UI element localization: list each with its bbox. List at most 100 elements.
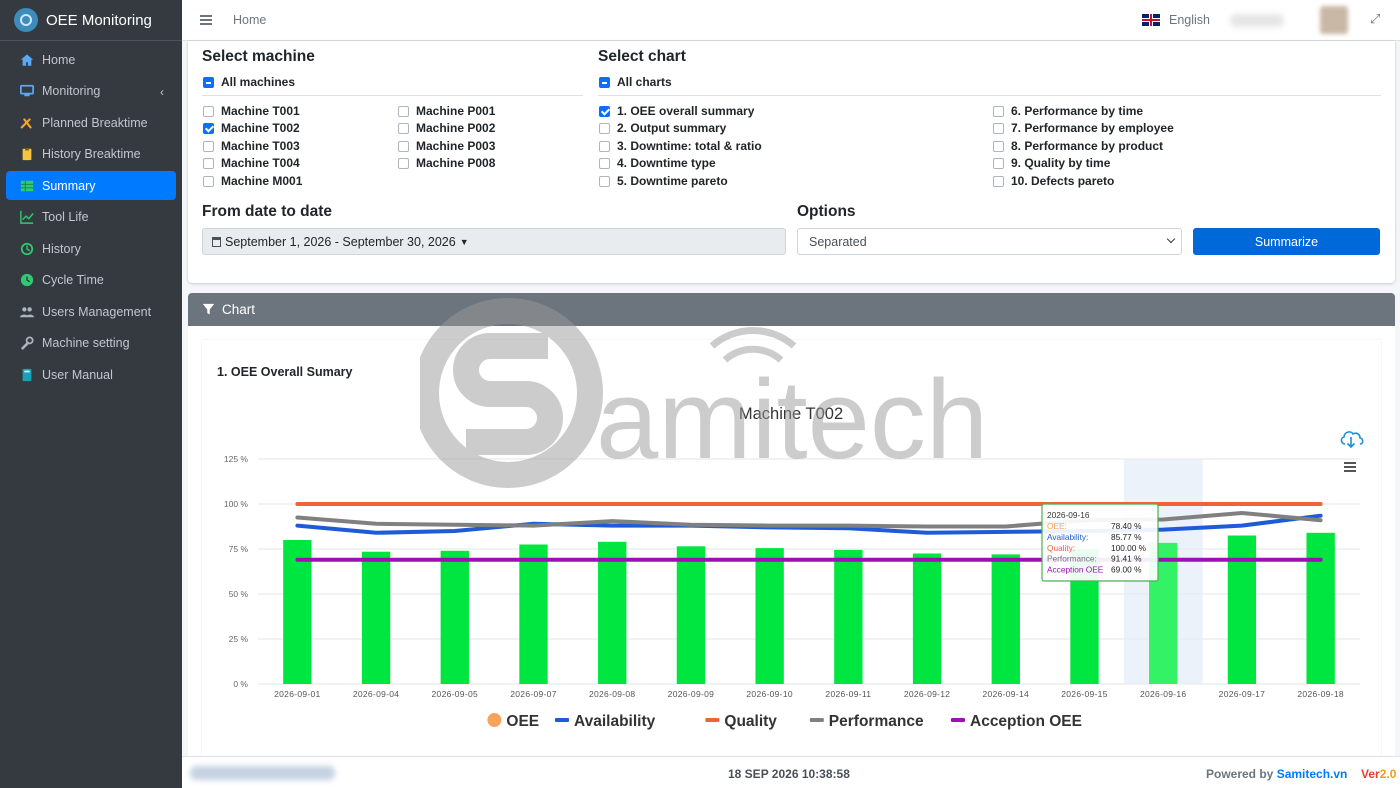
chart-panel-header[interactable]: Chart xyxy=(188,293,1395,326)
clock-icon xyxy=(20,273,34,287)
machine-checkbox-t003[interactable]: Machine T003 xyxy=(203,139,300,153)
monitor-icon xyxy=(20,84,34,97)
all-charts-checkbox[interactable]: All charts xyxy=(599,75,672,89)
machine-checkbox-m001[interactable]: Machine M001 xyxy=(203,174,302,188)
chart-panel-body: 1. OEE Overall Sumary xyxy=(188,326,1395,770)
language-label: English xyxy=(1169,13,1210,27)
checkbox-icon xyxy=(599,157,610,169)
powered-by: Powered by Samitech.vn xyxy=(1206,767,1347,781)
chart-section-title: 1. OEE Overall Sumary xyxy=(217,365,353,379)
chart-checkbox-6[interactable]: 6. Performance by time xyxy=(993,104,1143,118)
sidebar-item-machine-setting[interactable]: Machine setting xyxy=(6,329,176,358)
brand[interactable]: OEE Monitoring xyxy=(0,0,182,41)
tools-icon xyxy=(20,117,32,128)
sidebar-item-cycle-time[interactable]: Cycle Time xyxy=(6,266,176,295)
chart-panel-title: Chart xyxy=(222,302,256,317)
checkbox-icon xyxy=(599,122,610,134)
language-selector[interactable]: English xyxy=(1142,13,1210,27)
sidebar-item-history-breaktime[interactable]: History Breaktime xyxy=(6,140,176,169)
chart-checkbox-10[interactable]: 10. Defects pareto xyxy=(993,174,1114,188)
checkbox-icon xyxy=(398,140,409,152)
history-icon xyxy=(20,242,34,255)
chart-checkbox-2[interactable]: 2. Output summary xyxy=(599,121,726,135)
checkbox-label: 7. Performance by employee xyxy=(1011,121,1174,135)
all-machines-checkbox[interactable]: All machines xyxy=(203,75,295,89)
chart-checkbox-7[interactable]: 7. Performance by employee xyxy=(993,121,1174,135)
sidebar-item-label: Home xyxy=(42,52,76,67)
sidebar-item-home[interactable]: Home xyxy=(6,45,176,74)
checkbox-label: 4. Downtime type xyxy=(617,156,716,170)
breadcrumb[interactable]: Home xyxy=(233,13,267,27)
checkbox-label: Machine P001 xyxy=(416,104,496,118)
chart-checkbox-4[interactable]: 4. Downtime type xyxy=(599,156,716,170)
footer-datetime: 18 SEP 2026 10:38:58 xyxy=(728,767,850,781)
clipboard-icon xyxy=(22,147,32,161)
sidebar-item-history[interactable]: History xyxy=(6,234,176,263)
sidebar-item-monitoring[interactable]: Monitoring ‹ xyxy=(6,77,176,106)
checkbox-icon xyxy=(599,140,610,152)
checkbox-icon xyxy=(203,175,214,187)
users-icon xyxy=(20,306,34,317)
avatar[interactable] xyxy=(1320,6,1348,34)
date-range-value: September 1, 2026 - September 30, 2026 xyxy=(225,234,456,249)
checkbox-icon xyxy=(398,157,409,169)
chart-checkbox-3[interactable]: 3. Downtime: total & ratio xyxy=(599,139,762,153)
machine-checkbox-p003[interactable]: Machine P003 xyxy=(398,139,495,153)
download-icon[interactable] xyxy=(1340,431,1364,449)
options-select[interactable]: Separated xyxy=(797,228,1182,255)
footer: 18 SEP 2026 10:38:58 Powered by Samitech… xyxy=(182,756,1400,788)
chart-checkbox-1[interactable]: 1. OEE overall summary xyxy=(599,104,754,118)
checkbox-icon xyxy=(993,175,1004,187)
chevron-left-icon: ‹ xyxy=(160,84,164,99)
checkbox-icon xyxy=(993,105,1004,117)
checkbox-icon xyxy=(993,140,1004,152)
brand-logo-icon xyxy=(14,8,38,32)
checkbox-icon xyxy=(398,105,409,117)
powered-by-prefix: Powered by xyxy=(1206,767,1277,781)
menu-toggle-icon[interactable] xyxy=(200,13,212,27)
checkbox-label: 6. Performance by time xyxy=(1011,104,1144,118)
selection-card: Select machine All machines Machine T001… xyxy=(188,41,1395,283)
options-heading: Options xyxy=(797,203,856,220)
checkbox-label: 2. Output summary xyxy=(617,121,727,135)
summarize-button[interactable]: Summarize xyxy=(1193,228,1380,255)
chevron-down-icon xyxy=(1166,234,1176,244)
machine-checkbox-t002[interactable]: Machine T002 xyxy=(203,121,300,135)
sidebar-item-users-management[interactable]: Users Management xyxy=(6,297,176,326)
checkbox-label: Machine T003 xyxy=(221,139,300,153)
date-range-picker[interactable]: September 1, 2026 - September 30, 2026 ▼ xyxy=(202,228,786,255)
sidebar-item-tool-life[interactable]: Tool Life xyxy=(6,203,176,232)
machine-checkbox-t004[interactable]: Machine T004 xyxy=(203,156,300,170)
sidebar-item-planned-breaktime[interactable]: Planned Breaktime xyxy=(6,108,176,137)
version-number: 2.0 xyxy=(1379,767,1397,781)
chart-checkbox-8[interactable]: 8. Performance by product xyxy=(993,139,1163,153)
user-name-blurred[interactable] xyxy=(1230,14,1284,27)
checkbox-checked-icon xyxy=(203,122,214,134)
sidebar-item-label: Planned Breaktime xyxy=(42,115,148,130)
divider xyxy=(202,95,583,96)
chart-checkbox-5[interactable]: 5. Downtime pareto xyxy=(599,174,728,188)
checkbox-label: All charts xyxy=(617,75,672,89)
checkbox-label: 9. Quality by time xyxy=(1011,156,1111,170)
chart-menu-icon[interactable] xyxy=(1344,462,1356,472)
samitech-link[interactable]: Samitech.vn xyxy=(1276,767,1348,781)
machine-checkbox-t001[interactable]: Machine T001 xyxy=(203,104,300,118)
checkbox-icon xyxy=(203,157,214,169)
filter-icon xyxy=(202,303,215,315)
chart-line-icon xyxy=(20,210,34,224)
sidebar-item-user-manual[interactable]: User Manual xyxy=(6,360,176,389)
select-machine-heading: Select machine xyxy=(202,48,315,65)
chart-checkbox-9[interactable]: 9. Quality by time xyxy=(993,156,1110,170)
checkbox-label: Machine P002 xyxy=(416,121,496,135)
sidebar-item-summary[interactable]: Summary xyxy=(6,171,176,200)
uk-flag-icon xyxy=(1142,14,1160,26)
date-range-heading: From date to date xyxy=(202,203,333,220)
machine-checkbox-p001[interactable]: Machine P001 xyxy=(398,104,495,118)
version-prefix: Ver xyxy=(1361,767,1380,781)
fullscreen-icon[interactable]: ⤢ xyxy=(1370,11,1381,26)
sidebar-item-label: History xyxy=(42,241,81,256)
machine-checkbox-p002[interactable]: Machine P002 xyxy=(398,121,495,135)
machine-checkbox-p008[interactable]: Machine P008 xyxy=(398,156,495,170)
sidebar-nav: Home Monitoring ‹ Planned Breaktime Hist… xyxy=(0,41,182,396)
